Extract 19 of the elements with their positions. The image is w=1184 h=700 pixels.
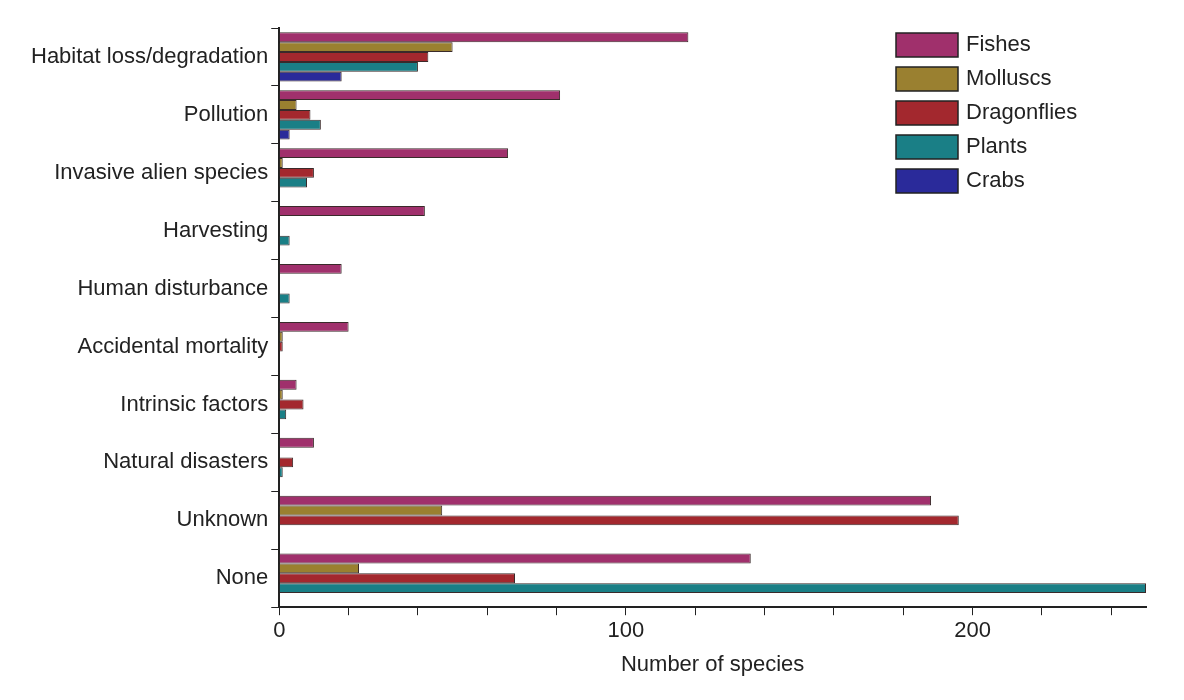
x-tick-label: 100	[607, 617, 645, 643]
x-tick-label: 0	[273, 617, 286, 643]
y-tick-label: Natural disasters	[103, 448, 269, 474]
x-axis-title: Number of species	[620, 650, 805, 676]
y-tick-label: Invasive alien species	[54, 158, 269, 184]
y-tick-label: Pollution	[183, 100, 269, 126]
legend-label: Molluscs	[966, 65, 1052, 91]
y-tick-label: Human disturbance	[77, 274, 269, 300]
y-tick-label: Harvesting	[163, 216, 269, 242]
legend-label: Crabs	[966, 167, 1025, 193]
legend-label: Fishes	[966, 31, 1031, 57]
y-tick-label: Habitat loss/degradation	[31, 43, 269, 69]
x-tick-label: 200	[954, 617, 992, 643]
y-tick-label: Unknown	[176, 506, 269, 532]
legend-label: Dragonflies	[966, 99, 1078, 125]
y-tick-label: Accidental mortality	[77, 332, 269, 358]
legend-label: Plants	[966, 133, 1028, 159]
y-tick-label: Intrinsic factors	[120, 390, 269, 416]
y-tick-label: None	[215, 564, 269, 590]
